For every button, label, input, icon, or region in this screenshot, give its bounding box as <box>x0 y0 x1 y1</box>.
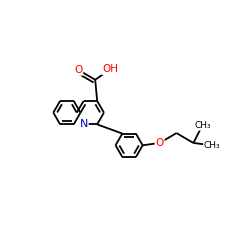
Text: N: N <box>80 120 88 130</box>
Text: CH₃: CH₃ <box>204 141 220 150</box>
Text: O: O <box>156 138 164 148</box>
Text: O: O <box>74 65 82 75</box>
Text: CH₃: CH₃ <box>194 121 211 130</box>
Text: OH: OH <box>102 64 118 74</box>
